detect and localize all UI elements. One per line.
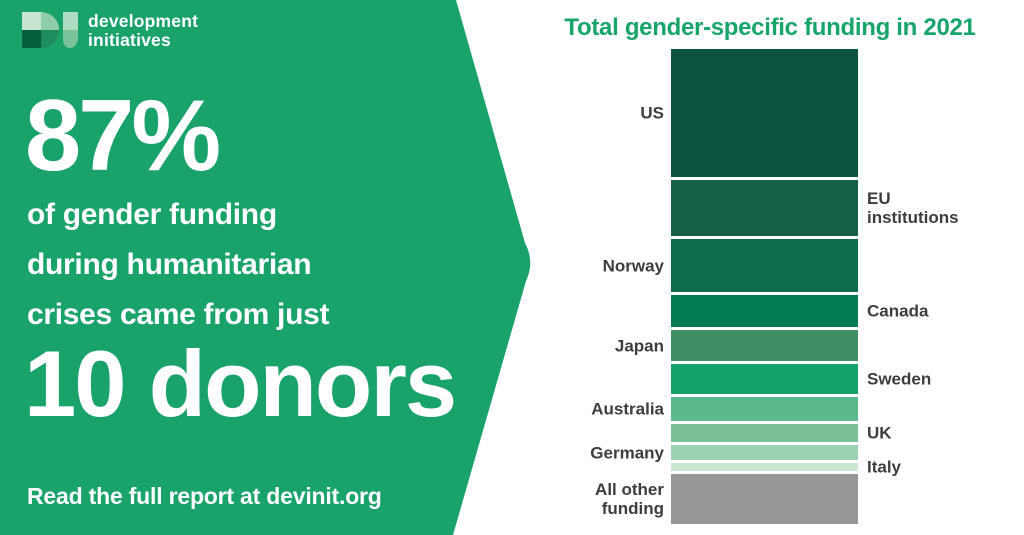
subline-3: crises came from just: [27, 298, 330, 331]
bar-segment-uk: [671, 424, 858, 443]
bar-label-us: US: [640, 103, 664, 123]
bar-segment-sweden: [671, 364, 858, 395]
logo-quadrant: [22, 12, 41, 30]
bar-segment-italy: [671, 463, 858, 472]
di-logo-icon: [22, 12, 78, 48]
headline-subtext: of gender funding during humanitarian cr…: [27, 190, 329, 340]
bar-segment-eu-institutions: [671, 180, 858, 237]
bar-label-eu-institutions: EU institutions: [867, 189, 959, 228]
headline-donors: 10 donors: [24, 331, 457, 436]
bar-label-canada: Canada: [867, 301, 929, 321]
bar-label-uk: UK: [867, 423, 892, 443]
bar-segment-all-other-funding: [671, 474, 858, 524]
bar-label-japan: Japan: [614, 336, 664, 356]
bar-label-sweden: Sweden: [867, 369, 932, 389]
logo-quadrant: [40, 30, 59, 48]
chart-title: Total gender-specific funding in 2021: [564, 14, 976, 41]
left-panel: development initiatives 87% of gender fu…: [22, 11, 457, 509]
read-report-link[interactable]: Read the full report at devinit.org: [27, 483, 382, 509]
logo-i-shape: [63, 12, 78, 48]
bar-label-australia: Australia: [591, 399, 664, 419]
logo-quadrant: [40, 12, 59, 30]
logo-wordmark: development initiatives: [88, 12, 198, 50]
subline-1: of gender funding: [27, 198, 277, 231]
logo-quadrant: [63, 30, 78, 48]
development-initiatives-logo: development initiatives: [22, 11, 222, 51]
green-arrow-panel: [0, 0, 531, 535]
subline-2: during humanitarian: [27, 248, 312, 281]
bar-segment-norway: [671, 239, 858, 293]
bar-segment-japan: [671, 330, 858, 362]
bar-segment-germany: [671, 445, 858, 461]
logo-wordmark-line1: development: [88, 11, 199, 31]
bar-segment-us: [671, 49, 858, 178]
logo-quadrant: [63, 12, 78, 30]
bar-segment-canada: [671, 295, 858, 328]
headline-stat: 87%: [25, 80, 221, 192]
logo-wordmark-line2: initiatives: [88, 30, 171, 50]
bar-label-germany: Germany: [590, 443, 664, 463]
bar-label-italy: Italy: [867, 457, 902, 477]
logo-quadrant: [22, 30, 41, 48]
bar-label-all-other-funding: All other funding: [595, 480, 664, 519]
bar-segment-australia: [671, 397, 858, 422]
bar-label-norway: Norway: [602, 256, 664, 276]
logo-d-shape: [22, 12, 59, 48]
